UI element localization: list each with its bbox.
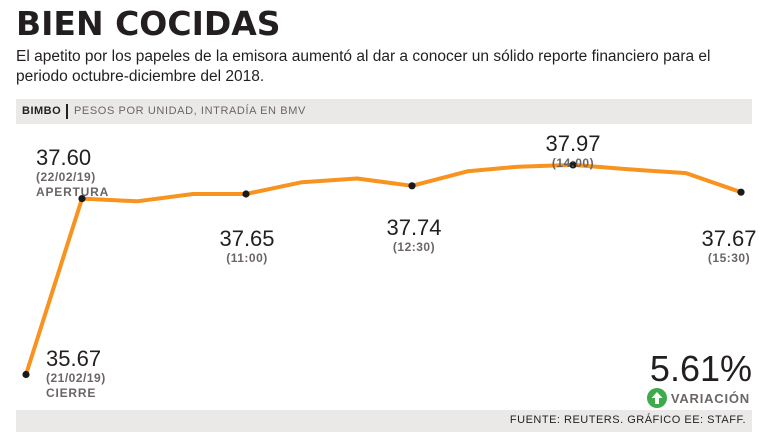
value-1400: 37.97 xyxy=(545,131,601,156)
close-value: 35.67 xyxy=(46,346,102,371)
divider xyxy=(66,104,68,119)
open-date: (22/02/19) xyxy=(36,170,96,184)
value-1100: 37.65 xyxy=(219,226,275,251)
data-point xyxy=(408,182,416,190)
data-point xyxy=(22,370,30,379)
source-text: FUENTE: REUTERS. GRÁFICO EE: STAFF. xyxy=(509,414,746,426)
arrow-up-glyph xyxy=(651,392,663,404)
units-label: PESOS POR UNIDAD, INTRADÍA EN BMV xyxy=(74,105,306,117)
label-close: 35.67 (21/02/19) CIERRE xyxy=(46,347,106,401)
open-tag: APERTURA xyxy=(36,185,110,199)
close-date: (21/02/19) xyxy=(46,371,106,385)
variation-value: 5.61% xyxy=(649,348,752,389)
label-1100: 37.65 (11:00) xyxy=(214,227,280,266)
time-1230: (12:30) xyxy=(392,240,436,254)
value-1530: 37.67 xyxy=(701,226,757,251)
variation-indicator: VARIACIÓN xyxy=(646,388,750,408)
open-value: 37.60 xyxy=(36,145,92,170)
label-1530: 37.67 (15:30) xyxy=(696,227,762,266)
data-point xyxy=(737,188,745,196)
ticker-label: BIMBO xyxy=(22,105,62,117)
time-1530: (15:30) xyxy=(707,251,751,265)
value-1230: 37.74 xyxy=(386,215,442,240)
data-point xyxy=(78,195,86,203)
label-1400: 37.97 (14:00) xyxy=(540,132,606,171)
chart-title: BIEN COCIDAS xyxy=(16,4,281,43)
label-1230: 37.74 (12:30) xyxy=(381,216,447,255)
label-open: 37.60 (22/02/19) APERTURA xyxy=(36,146,109,200)
time-1100: (11:00) xyxy=(226,251,268,265)
data-point xyxy=(242,190,250,198)
close-tag: CIERRE xyxy=(46,386,97,400)
data-point xyxy=(569,161,577,169)
variation-label: VARIACIÓN xyxy=(670,390,750,406)
source-footer: FUENTE: REUTERS. GRÁFICO EE: STAFF. xyxy=(16,410,752,432)
arrow-up-icon xyxy=(646,388,667,408)
chart-subtitle: El apetito por los papeles de la emisora… xyxy=(16,48,711,85)
data-points xyxy=(22,161,745,379)
series-line xyxy=(24,162,743,377)
series-header-bar: BIMBO PESOS POR UNIDAD, INTRADÍA EN BMV xyxy=(16,99,752,124)
time-1400: (14:00) xyxy=(551,156,595,170)
